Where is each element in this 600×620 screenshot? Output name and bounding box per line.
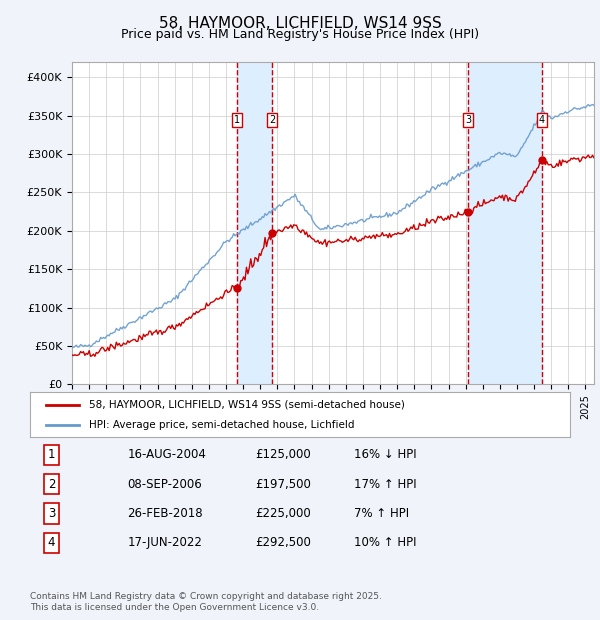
Text: 17-JUN-2022: 17-JUN-2022 xyxy=(127,536,202,549)
Text: 26-FEB-2018: 26-FEB-2018 xyxy=(127,507,203,520)
Text: £125,000: £125,000 xyxy=(255,448,311,461)
Text: 4: 4 xyxy=(539,115,545,125)
Text: 1: 1 xyxy=(48,448,55,461)
Text: 16-AUG-2004: 16-AUG-2004 xyxy=(127,448,206,461)
Text: Price paid vs. HM Land Registry's House Price Index (HPI): Price paid vs. HM Land Registry's House … xyxy=(121,28,479,41)
Text: 4: 4 xyxy=(48,536,55,549)
Text: HPI: Average price, semi-detached house, Lichfield: HPI: Average price, semi-detached house,… xyxy=(89,420,355,430)
Text: 58, HAYMOOR, LICHFIELD, WS14 9SS: 58, HAYMOOR, LICHFIELD, WS14 9SS xyxy=(158,16,442,30)
Text: 17% ↑ HPI: 17% ↑ HPI xyxy=(354,477,416,490)
Text: 58, HAYMOOR, LICHFIELD, WS14 9SS (semi-detached house): 58, HAYMOOR, LICHFIELD, WS14 9SS (semi-d… xyxy=(89,400,405,410)
Text: 08-SEP-2006: 08-SEP-2006 xyxy=(127,477,202,490)
Text: 2: 2 xyxy=(48,477,55,490)
Bar xyxy=(469,62,542,384)
Text: 3: 3 xyxy=(48,507,55,520)
Text: 16% ↓ HPI: 16% ↓ HPI xyxy=(354,448,416,461)
Text: 2: 2 xyxy=(269,115,275,125)
Bar xyxy=(236,62,272,384)
Text: £292,500: £292,500 xyxy=(255,536,311,549)
Text: £225,000: £225,000 xyxy=(255,507,311,520)
Text: 3: 3 xyxy=(466,115,472,125)
Text: 7% ↑ HPI: 7% ↑ HPI xyxy=(354,507,409,520)
Text: 10% ↑ HPI: 10% ↑ HPI xyxy=(354,536,416,549)
Text: Contains HM Land Registry data © Crown copyright and database right 2025.
This d: Contains HM Land Registry data © Crown c… xyxy=(30,592,382,611)
Text: £197,500: £197,500 xyxy=(255,477,311,490)
Text: 1: 1 xyxy=(233,115,240,125)
